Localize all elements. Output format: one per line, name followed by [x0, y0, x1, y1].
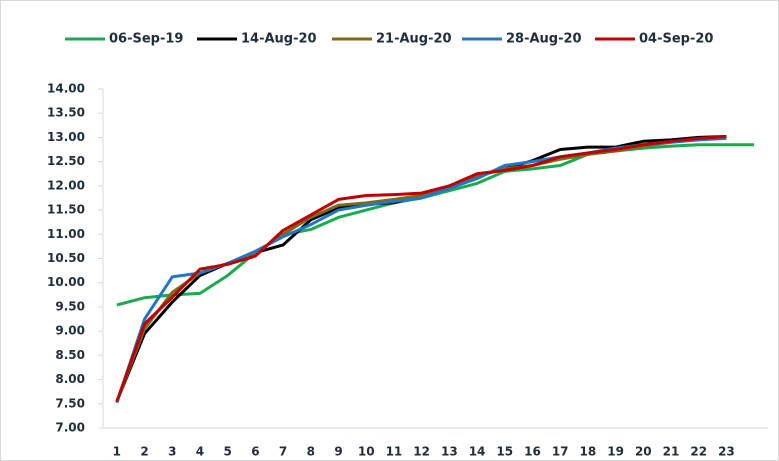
x-tick-label: 15: [496, 445, 513, 459]
x-tick-label: 12: [413, 445, 430, 459]
x-tick-label: 10: [358, 445, 375, 459]
x-tick-label: 8: [307, 445, 315, 459]
x-tick-label: 20: [635, 445, 652, 459]
x-tick-label: 21: [663, 445, 680, 459]
x-tick-label: 22: [690, 445, 707, 459]
y-tick-label: 10.50: [47, 251, 85, 265]
legend-label: 14-Aug-20: [241, 32, 317, 47]
y-tick-label: 8.00: [55, 372, 85, 386]
x-tick-label: 1: [113, 445, 121, 459]
series-line: [115, 134, 727, 402]
y-tick-label: 14.00: [47, 82, 85, 96]
y-tick-label: 7.00: [55, 421, 85, 435]
x-tick-label: 19: [607, 445, 624, 459]
x-tick-label: 23: [718, 445, 735, 459]
x-tick-label: 7: [279, 445, 287, 459]
y-tick-label: 9.50: [55, 299, 85, 313]
y-tick-label: 9.00: [55, 324, 85, 338]
x-tick-label: 2: [140, 445, 148, 459]
x-tick-label: 18: [580, 445, 597, 459]
legend-label: 28-Aug-20: [506, 32, 582, 47]
x-tick-label: 5: [224, 445, 232, 459]
x-tick-label: 9: [334, 445, 342, 459]
x-tick-label: 4: [196, 445, 204, 459]
x-tick-label: 13: [441, 445, 458, 459]
x-tick-label: 14: [469, 445, 486, 459]
y-tick-label: 12.50: [47, 154, 85, 168]
y-tick-label: 13.50: [47, 106, 85, 120]
y-tick-label: 10.00: [47, 275, 85, 289]
x-tick-label: 3: [168, 445, 176, 459]
legend-label: 06-Sep-19: [109, 32, 183, 47]
y-tick-label: 13.00: [47, 130, 85, 144]
legend-label: 04-Sep-20: [639, 32, 713, 47]
x-tick-label: 6: [251, 445, 259, 459]
y-tick-label: 11.50: [47, 203, 85, 217]
y-tick-label: 7.50: [55, 396, 85, 410]
y-tick-label: 11.00: [47, 227, 85, 241]
legend: 06-Sep-19 14-Aug-20 21-Aug-20 28-Aug-20 04-S…: [65, 32, 713, 47]
y-tick-label: 12.00: [47, 178, 85, 192]
legend-label: 21-Aug-20: [376, 32, 452, 47]
x-tick-label: 11: [386, 445, 403, 459]
x-tick-label: 16: [524, 445, 541, 459]
x-tick-label: 17: [552, 445, 569, 459]
y-tick-label: 8.50: [55, 348, 85, 362]
